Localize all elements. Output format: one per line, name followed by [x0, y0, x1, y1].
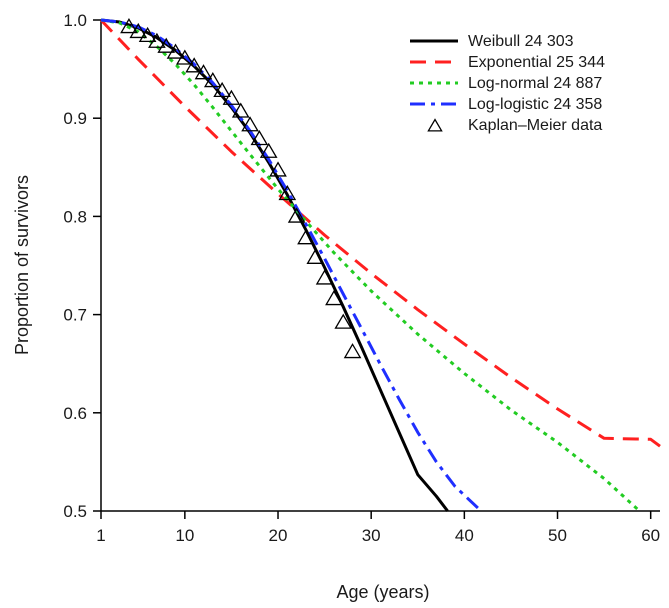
- kaplan-meier-point: [241, 116, 259, 132]
- kaplan-meier-point: [259, 142, 278, 158]
- legend: Weibull 24 303 Exponential 25 344 Log-norm…: [410, 33, 605, 134]
- series-markers: [120, 18, 362, 359]
- kaplan-meier-point: [287, 207, 306, 223]
- legend-item: Weibull 24 303: [410, 33, 574, 50]
- x-tick-label: 20: [269, 526, 288, 545]
- legend-label: Log-logistic 24 358: [468, 96, 602, 113]
- kaplan-meier-point: [185, 57, 203, 73]
- legend-label: Exponential 25 344: [468, 54, 605, 71]
- x-tick-label: 30: [362, 526, 381, 545]
- series-dashdot: [100, 18, 483, 513]
- series-line: [99, 18, 661, 448]
- legend-label: Log-normal 24 887: [468, 75, 602, 92]
- series-dashed: [99, 18, 661, 448]
- y-axis-title: Proportion of survivors: [12, 175, 32, 355]
- kaplan-meier-point: [315, 269, 334, 285]
- y-tick-label: 0.6: [63, 404, 87, 423]
- y-axis-ticks: 0.5 0.6 0.7 0.8 0.9 1.0: [63, 11, 101, 521]
- series-line: [100, 18, 483, 513]
- kaplan-meier-point: [343, 343, 362, 359]
- legend-label: Weibull 24 303: [468, 33, 574, 50]
- kaplan-meier-point: [334, 313, 353, 329]
- kaplan-meier-point: [129, 22, 148, 39]
- x-tick-label: 10: [175, 526, 194, 545]
- kaplan-meier-point: [120, 18, 138, 34]
- legend-item: Log-logistic 24 358: [410, 96, 602, 113]
- kaplan-meier-point: [278, 184, 297, 201]
- legend-label: Kaplan–Meier data: [468, 117, 602, 134]
- y-tick-label: 1.0: [63, 11, 87, 30]
- y-tick-label: 0.8: [63, 207, 87, 226]
- kaplan-meier-point: [306, 248, 325, 264]
- kaplan-meier-point: [194, 64, 213, 80]
- x-tick-label: 40: [455, 526, 474, 545]
- kaplan-meier-point: [222, 89, 241, 105]
- y-tick-label: 0.7: [63, 306, 87, 325]
- x-tick-label: 50: [548, 526, 567, 545]
- series-line: [100, 18, 641, 513]
- series-solid: [100, 18, 449, 512]
- y-tick-label: 0.5: [63, 502, 87, 521]
- kaplan-meier-point: [157, 37, 176, 53]
- kaplan-meier-point: [325, 290, 343, 306]
- series-layer: [99, 18, 661, 513]
- kaplan-meier-point: [176, 49, 194, 65]
- kaplan-meier-point: [250, 129, 269, 146]
- kaplan-meier-point: [138, 26, 157, 43]
- legend-swatch: [427, 118, 443, 132]
- x-tick-label: 1: [96, 526, 105, 545]
- series-line: [100, 18, 449, 512]
- kaplan-meier-point: [297, 229, 315, 245]
- kaplan-meier-point: [213, 81, 231, 98]
- series-dotted: [100, 18, 641, 513]
- legend-item: Kaplan–Meier data: [427, 117, 602, 134]
- kaplan-meier-point: [269, 161, 287, 177]
- y-tick-label: 0.9: [63, 109, 87, 128]
- x-axis-ticks: 1 10 20 30 40 50 60: [96, 511, 660, 545]
- kaplan-meier-point: [166, 43, 185, 59]
- plot-area: 1 10 20 30 40 50 60 0.5 0.6 0.7 0.8 0.9 1.0: [63, 11, 661, 545]
- x-tick-label: 60: [641, 526, 660, 545]
- legend-item: Exponential 25 344: [410, 54, 605, 71]
- x-axis-title: Age (years): [336, 582, 429, 602]
- kaplan-meier-point: [148, 32, 166, 48]
- kaplan-meier-point: [203, 72, 222, 88]
- kaplan-meier-point: [231, 102, 250, 118]
- legend-item: Log-normal 24 887: [410, 75, 602, 92]
